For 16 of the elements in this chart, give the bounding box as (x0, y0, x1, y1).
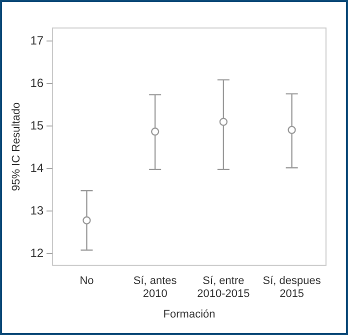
point (288, 126, 296, 134)
x-axis-title: Formación (163, 308, 216, 320)
point (219, 118, 228, 126)
y-tick-label: 15 (30, 118, 44, 132)
point (150, 128, 160, 136)
y-axis-title: 95% IC Resultado (10, 102, 23, 192)
x-tick-label: Sí, antes 2010 (133, 275, 178, 300)
point (82, 216, 91, 224)
y-tick-label: 16 (30, 76, 44, 90)
y-tick-label: 14 (30, 160, 44, 175)
x-tick-label: No (80, 275, 94, 288)
y-tick-label: 17 (30, 33, 44, 48)
y-tick-label: 13 (30, 203, 44, 218)
y-tick-label: 12 (30, 246, 44, 260)
x-tick-label: Sí, entre 2010-2015 (197, 275, 250, 300)
x-tick-label: Sí, despues 2015 (262, 275, 322, 300)
